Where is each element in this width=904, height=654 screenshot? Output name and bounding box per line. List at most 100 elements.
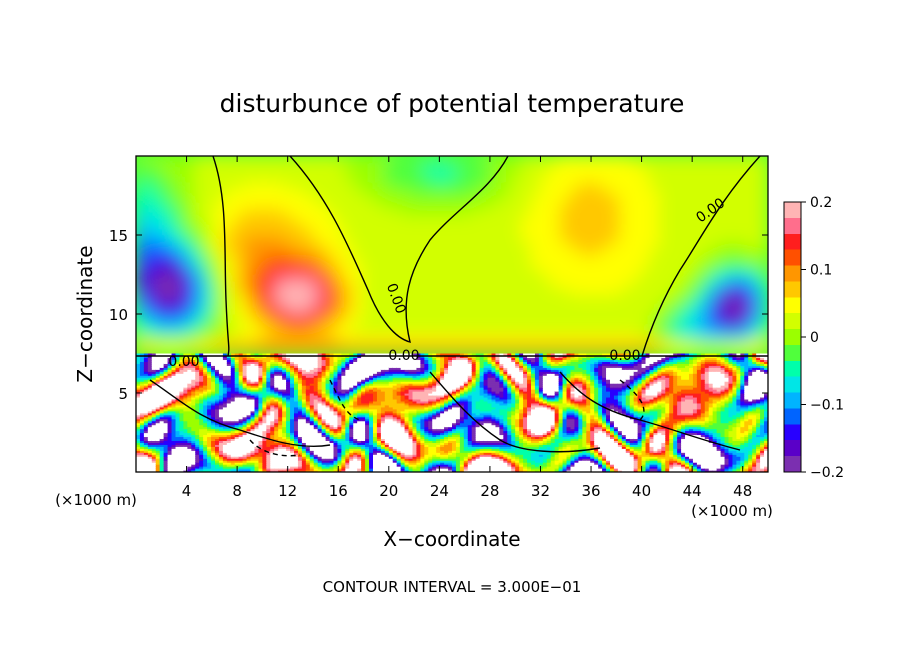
field-cell: [234, 464, 240, 467]
field-cell: [175, 412, 181, 416]
field-cell: [333, 385, 339, 388]
field-cell: [688, 293, 700, 302]
field-cell: [303, 326, 315, 335]
field-cell: [242, 385, 248, 388]
field-cell: [481, 162, 492, 170]
field-cell: [224, 346, 236, 354]
field-cell: [329, 391, 335, 394]
field-cell: [658, 201, 670, 210]
field-cell: [214, 168, 226, 177]
field-cell: [195, 466, 200, 469]
field-cell: [262, 357, 267, 361]
field-cell: [165, 247, 176, 256]
field-cell: [402, 320, 413, 328]
field-cell: [491, 320, 502, 328]
field-cell: [143, 381, 149, 384]
field-cell: [286, 452, 291, 455]
field-cell: [218, 456, 224, 459]
field-cell: [321, 462, 327, 465]
field-cell: [187, 430, 192, 434]
field-cell: [382, 326, 394, 335]
field-cell: [294, 359, 299, 362]
field-cell: [163, 466, 169, 469]
field-cell: [619, 156, 631, 164]
field-cell: [215, 383, 220, 386]
field-cell: [313, 369, 319, 372]
field-cell: [579, 162, 591, 170]
field-cell: [698, 346, 710, 354]
field-cell: [215, 422, 220, 426]
field-cell: [688, 175, 700, 183]
field-cell: [246, 422, 252, 426]
field-cell: [560, 287, 571, 295]
field-cell: [639, 175, 650, 183]
field-cell: [191, 406, 196, 410]
field-cell: [234, 430, 240, 434]
field-cell: [136, 450, 141, 453]
field-cell: [199, 406, 204, 410]
field-cell: [226, 383, 232, 386]
field-cell: [167, 424, 173, 428]
field-cell: [179, 420, 184, 424]
field-cell: [649, 247, 660, 256]
field-cell: [175, 456, 181, 459]
field-cell: [290, 452, 295, 455]
field-cell: [230, 353, 236, 357]
field-cell: [392, 241, 404, 249]
field-cell: [258, 400, 263, 404]
field-cell: [262, 408, 267, 412]
field-cell: [238, 422, 244, 426]
field-cell: [258, 454, 263, 457]
field-cell: [230, 379, 236, 382]
field-cell: [329, 361, 335, 364]
field-cell: [461, 274, 473, 282]
field-cell: [294, 464, 299, 467]
field-cell: [471, 234, 483, 243]
field-cell: [187, 434, 192, 438]
field-cell: [270, 373, 275, 376]
field-cell: [179, 426, 184, 430]
field-cell: [451, 254, 463, 262]
field-cell: [175, 300, 186, 308]
field-cell: [629, 156, 641, 164]
field-cell: [194, 306, 206, 315]
field-cell: [155, 320, 167, 328]
field-cell: [325, 389, 331, 392]
field-cell: [313, 408, 319, 412]
field-cell: [199, 456, 204, 459]
field-cell: [234, 357, 240, 361]
field-cell: [333, 234, 344, 243]
field-cell: [728, 346, 739, 354]
field-cell: [215, 391, 220, 394]
field-cell: [560, 313, 571, 322]
field-cell: [329, 448, 335, 451]
field-cell: [155, 359, 161, 362]
field-cell: [159, 466, 165, 469]
field-cell: [136, 369, 141, 372]
field-cell: [184, 234, 196, 243]
field-cell: [234, 434, 240, 438]
field-cell: [286, 363, 291, 366]
field-cell: [297, 404, 303, 408]
field-cell: [362, 326, 374, 335]
field-cell: [163, 357, 169, 361]
field-cell: [226, 448, 232, 451]
field-cell: [317, 460, 323, 463]
field-cell: [230, 389, 236, 392]
field-cell: [258, 412, 263, 416]
field-cell: [500, 300, 512, 308]
field-cell: [297, 434, 303, 438]
field-cell: [139, 440, 145, 443]
field-cell: [668, 214, 680, 223]
field-cell: [194, 221, 206, 229]
field-cell: [500, 287, 512, 295]
field-cell: [747, 339, 759, 348]
field-cell: [491, 313, 502, 322]
field-cell: [323, 181, 334, 190]
field-cell: [171, 434, 177, 438]
field-cell: [421, 300, 433, 308]
field-cell: [609, 208, 621, 216]
field-cell: [211, 444, 216, 447]
field-cell: [224, 254, 236, 262]
field-cell: [282, 440, 287, 443]
